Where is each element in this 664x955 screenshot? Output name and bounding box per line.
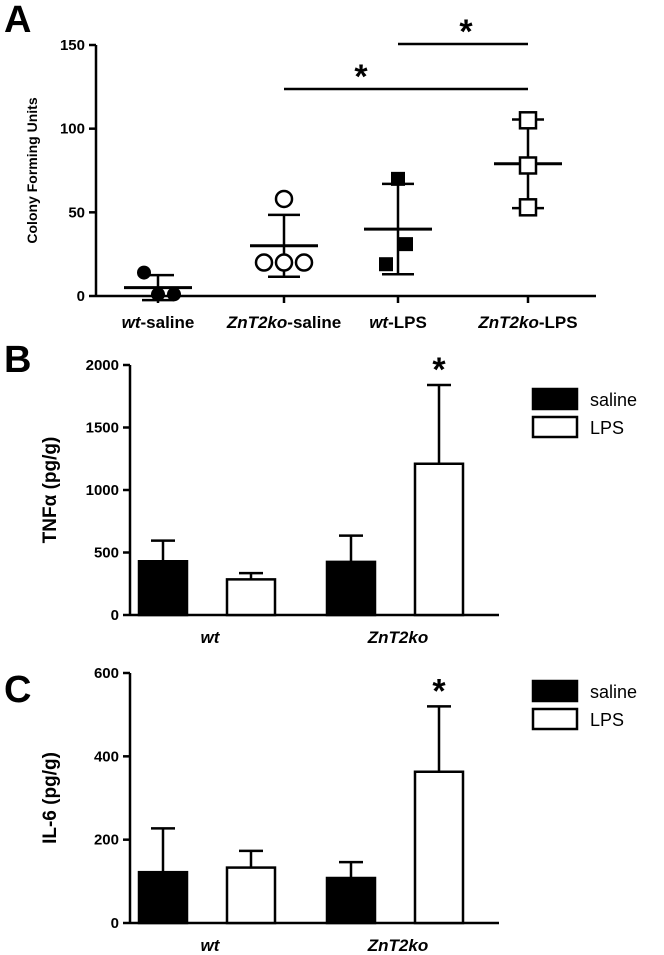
panel-a-point	[137, 265, 151, 280]
panel-b-bar-saline	[325, 560, 377, 617]
panel-c-x-tick-label: ZnT2ko	[367, 936, 428, 955]
panel-b-y-tick-label: 500	[94, 545, 119, 562]
panel-b-x-tick-label-italic: wt	[201, 628, 221, 647]
panel-c-letter: C	[4, 669, 31, 711]
panel-a-point	[518, 156, 538, 175]
panel-c-bar-lps	[413, 770, 465, 925]
panel-b-x-tick-label-italic: ZnT2ko	[367, 628, 428, 647]
panel-b-y-tick-label: 2000	[86, 357, 119, 374]
panel-b-x-tick-label: ZnT2ko	[367, 628, 428, 647]
panel-a-y-axis-label: Colony Forming Units	[24, 97, 40, 243]
panel-c-bar-saline	[137, 870, 189, 925]
panel-c-bar-lps	[225, 866, 277, 925]
panel-a-point	[379, 257, 393, 272]
panel-b-letter: B	[4, 339, 31, 381]
panel-a-y-tick-label: 100	[60, 121, 85, 138]
panel-b-x-tick-label: wt	[201, 628, 221, 647]
panel-b-legend-label: LPS	[590, 418, 624, 438]
panel-a-point	[274, 253, 294, 272]
panel-c-legend-label: LPS	[590, 710, 624, 730]
panel-c-y-tick-label: 400	[94, 748, 119, 765]
panel-c-legend-swatch	[531, 679, 579, 703]
panel-a-x-tick-label-italic: ZnT2ko	[226, 313, 287, 332]
panel-b-significance-star: *	[432, 351, 446, 389]
panel-a-x-tick-label: wt-saline	[122, 313, 195, 332]
panel-a-letter: A	[4, 0, 31, 41]
panel-c-x-tick-label: wt	[201, 936, 221, 955]
panel-a-significance-star: *	[354, 58, 368, 96]
panel-a-x-tick-label-suffix: -saline	[287, 313, 341, 332]
panel-c-y-tick-label: 200	[94, 832, 119, 849]
panel-c-significance-star: *	[432, 672, 446, 710]
panel-c-y-axis-label: IL-6 (pg/g)	[40, 752, 61, 844]
panel-a-x-tick-label-suffix: -saline	[141, 313, 195, 332]
panel-a-point	[518, 198, 538, 217]
panel-c-legend-swatch	[531, 707, 579, 731]
panel-b-legend-label: saline	[590, 390, 637, 410]
panel-b-bar-lps	[225, 578, 277, 617]
panel-a-x-tick-label-italic: wt	[122, 313, 142, 332]
panel-c-legend-label: saline	[590, 682, 637, 702]
panel-b-y-tick-label: 1000	[86, 482, 119, 499]
panel-a-y-tick-label: 50	[68, 204, 85, 221]
panel-a-point	[274, 189, 294, 209]
panel-a-x-tick-label-suffix: -LPS	[539, 313, 578, 332]
panel-a-x-tick-label-suffix: -LPS	[388, 313, 427, 332]
panel-a-point	[399, 237, 413, 252]
panel-a-point	[294, 253, 314, 272]
panel-b-y-axis-label: TNFα (pg/g)	[40, 437, 61, 544]
panel-b-legend-swatch	[531, 415, 579, 439]
panel-c-x-tick-label-italic: wt	[201, 936, 221, 955]
panel-a-point	[391, 171, 405, 186]
panel-a-x-tick-label-italic: wt	[369, 313, 389, 332]
panel-b-y-tick-label: 1500	[86, 420, 119, 437]
panel-a-point	[151, 287, 165, 302]
panel-a-point	[167, 287, 181, 302]
panel-c-y-tick-label: 600	[94, 665, 119, 682]
panel-a-x-tick-label: ZnT2ko-saline	[226, 313, 341, 332]
panel-c-bar-saline	[325, 876, 377, 925]
panel-a-y-tick-label: 0	[77, 288, 85, 305]
panel-b-bar-saline	[137, 560, 189, 617]
panel-a-point	[254, 253, 274, 272]
panel-a-x-tick-label: ZnT2ko-LPS	[477, 313, 577, 332]
panel-a-y-tick-label: 150	[60, 37, 85, 54]
panel-b-y-tick-label: 0	[111, 607, 119, 624]
panel-a-significance-star: *	[459, 13, 473, 51]
panel-a-x-tick-label-italic: ZnT2ko	[477, 313, 538, 332]
panel-c-y-tick-label: 0	[111, 915, 119, 932]
panel-a-x-tick-label: wt-LPS	[369, 313, 427, 332]
panel-c-x-tick-label-italic: ZnT2ko	[367, 936, 428, 955]
panel-a-point	[518, 111, 538, 130]
panel-b-legend-swatch	[531, 387, 579, 411]
panel-b-bar-lps	[413, 462, 465, 617]
